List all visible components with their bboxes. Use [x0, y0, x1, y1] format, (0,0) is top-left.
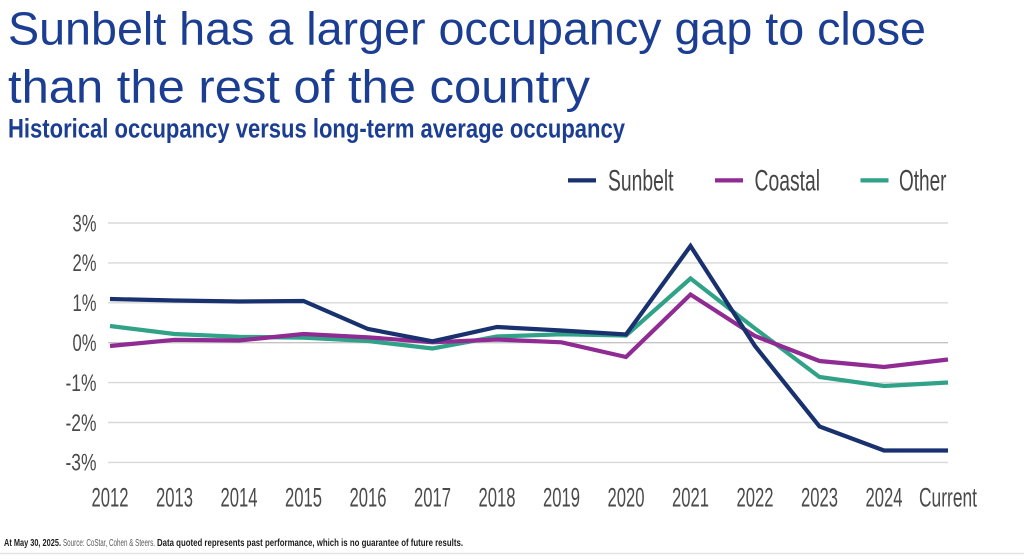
svg-text:2020: 2020 [608, 483, 645, 513]
svg-text:Coastal: Coastal [755, 165, 821, 198]
svg-text:2015: 2015 [285, 483, 322, 513]
svg-text:Sunbelt: Sunbelt [608, 165, 674, 198]
svg-text:-1%: -1% [66, 370, 97, 397]
svg-text:Current: Current [919, 483, 977, 513]
svg-text:2018: 2018 [479, 483, 516, 513]
svg-text:Sunbelt has a larger occupancy: Sunbelt has a larger occupancy gap to cl… [8, 3, 926, 55]
svg-text:0%: 0% [73, 330, 97, 357]
svg-text:2023: 2023 [801, 483, 838, 513]
svg-text:Source: CoStar, Cohen & Steers: Source: CoStar, Cohen & Steers. [63, 537, 155, 549]
svg-text:-2%: -2% [66, 410, 97, 437]
svg-text:-3%: -3% [66, 450, 97, 477]
svg-text:2022: 2022 [737, 483, 774, 513]
svg-text:2012: 2012 [92, 483, 129, 513]
svg-text:Historical occupancy versus lo: Historical occupancy versus long-term av… [8, 114, 625, 144]
svg-text:2%: 2% [73, 250, 97, 277]
svg-text:At May 30, 2025.: At May 30, 2025. [4, 537, 61, 549]
svg-text:2016: 2016 [350, 483, 387, 513]
svg-text:Other: Other [899, 165, 947, 198]
svg-text:2024: 2024 [866, 483, 903, 513]
svg-text:2021: 2021 [672, 483, 709, 513]
svg-text:than the rest of the country: than the rest of the country [8, 61, 591, 113]
svg-text:2014: 2014 [221, 483, 258, 513]
svg-text:2017: 2017 [414, 483, 451, 513]
svg-text:Data quoted represents past pe: Data quoted represents past performance,… [157, 537, 463, 549]
svg-text:3%: 3% [73, 210, 97, 237]
svg-text:2019: 2019 [543, 483, 580, 513]
svg-text:2013: 2013 [156, 483, 193, 513]
svg-text:1%: 1% [73, 290, 97, 317]
